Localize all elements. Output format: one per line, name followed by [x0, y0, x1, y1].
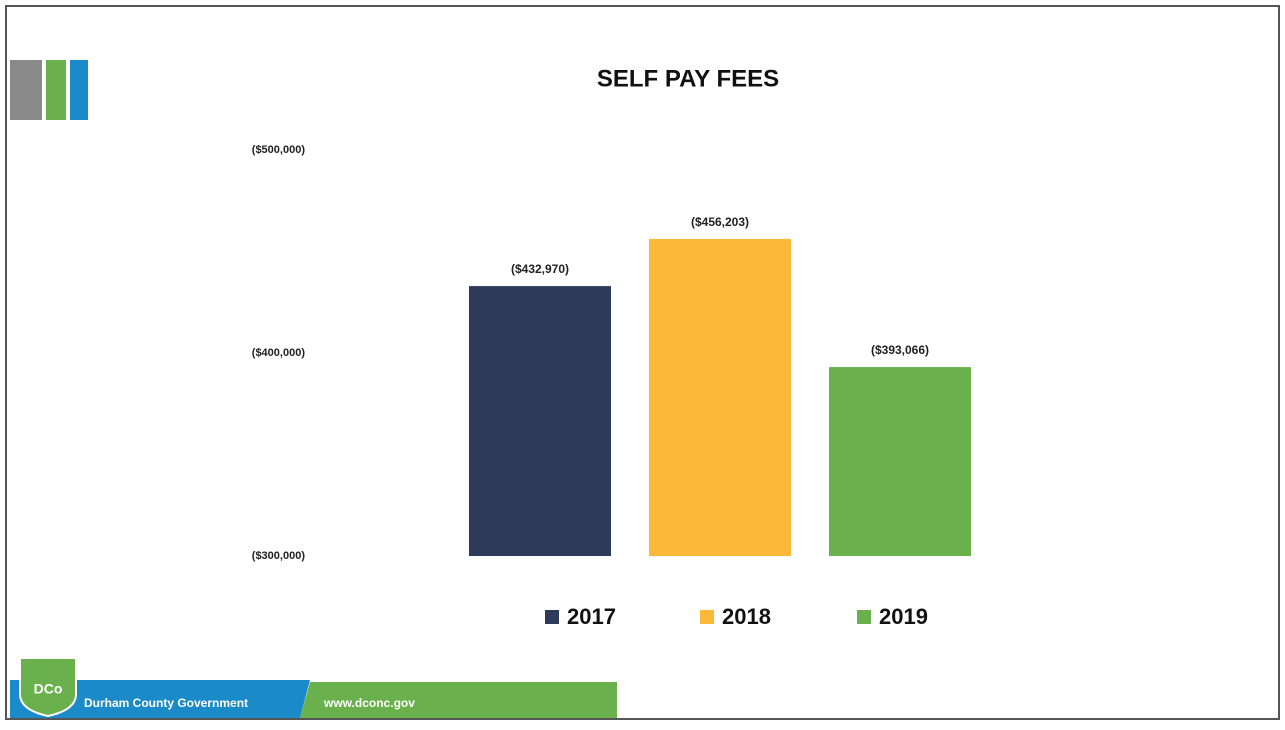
data-label: ($456,203) [691, 215, 749, 229]
slide-border [5, 5, 1280, 720]
legend-label: 2018 [722, 604, 771, 629]
legend-label: 2017 [567, 604, 616, 629]
legend-label: 2019 [879, 604, 928, 629]
data-label: ($432,970) [511, 262, 569, 276]
logo-text: DCo [34, 681, 63, 697]
data-label: ($393,066) [871, 343, 929, 357]
bar [829, 367, 971, 556]
corner-bar [10, 60, 42, 120]
footer-band [10, 680, 310, 718]
chart-title: SELF PAY FEES [597, 65, 779, 92]
bar [649, 238, 791, 557]
legend-swatch [857, 610, 871, 624]
footer-url: www.dconc.gov [323, 696, 415, 710]
corner-bar [46, 60, 66, 120]
legend-swatch [700, 610, 714, 624]
y-tick-label: ($400,000) [252, 347, 306, 359]
legend-swatch [545, 610, 559, 624]
bar [469, 286, 611, 556]
footer-name: Durham County Government [84, 696, 248, 710]
corner-bar [70, 60, 88, 120]
footer-band [300, 682, 617, 718]
y-tick-label: ($300,000) [252, 550, 306, 562]
y-tick-label: ($500,000) [252, 144, 306, 156]
logo-shield [19, 657, 77, 718]
